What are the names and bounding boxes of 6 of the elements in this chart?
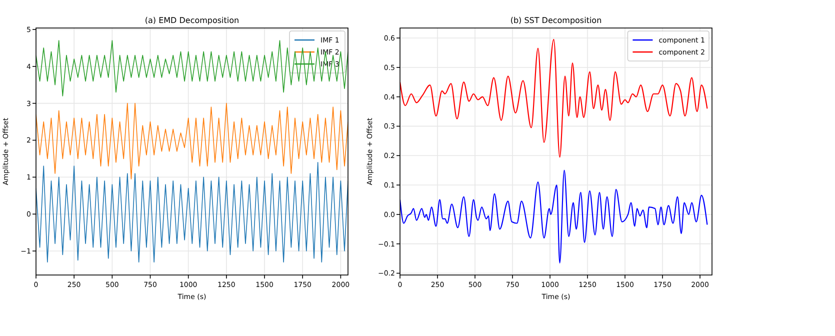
line-series	[400, 38, 708, 158]
line-series	[36, 102, 348, 180]
chart-title: (a) EMD Decomposition	[144, 16, 240, 25]
chart-title: (b) SST Decomposition	[510, 16, 602, 25]
line-series	[400, 170, 708, 264]
line-series	[36, 162, 348, 262]
